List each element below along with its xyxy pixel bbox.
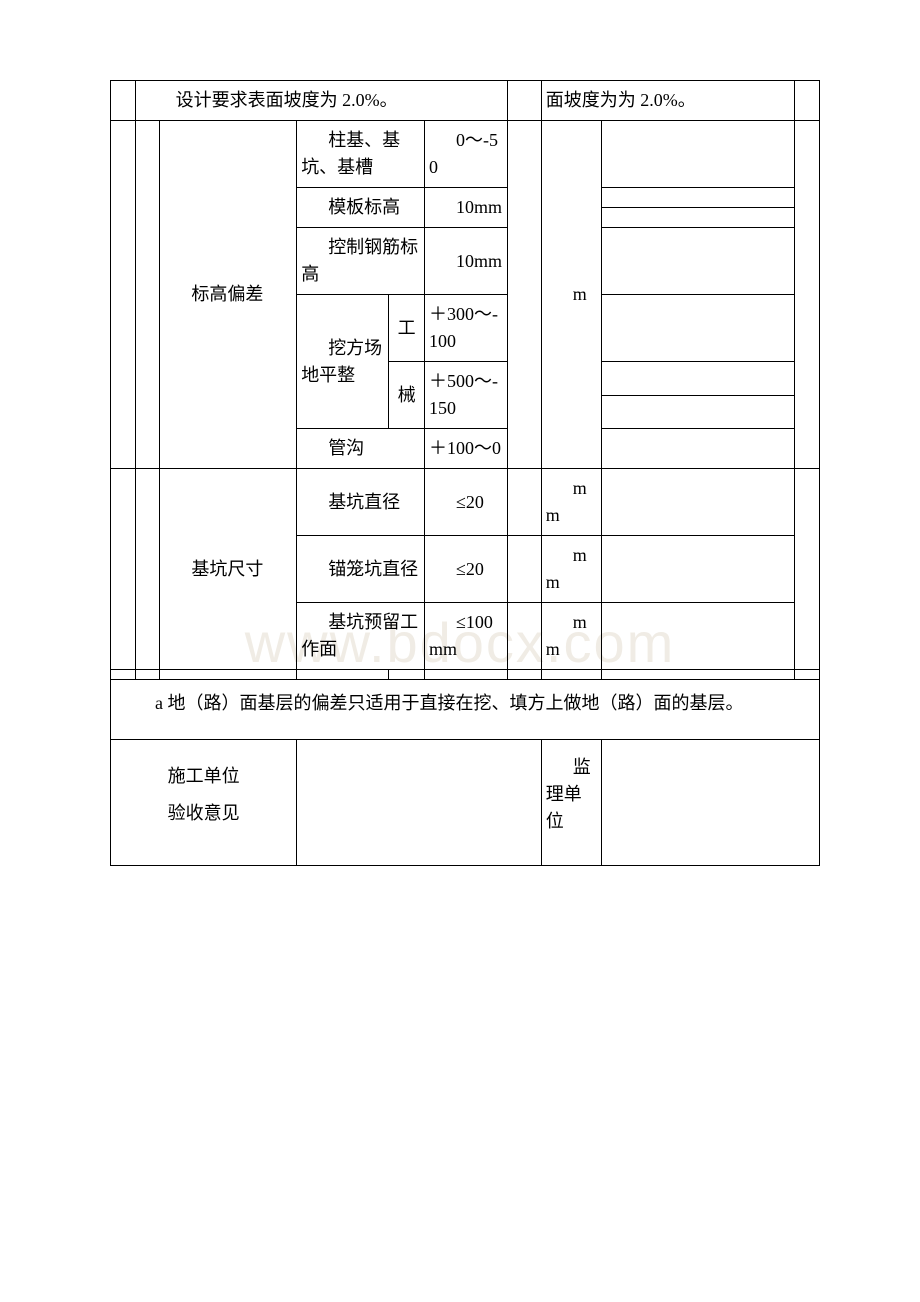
table-row-note: a 地（路）面基层的偏差只适用于直接在挖、填方上做地（路）面的基层。 bbox=[111, 680, 820, 740]
cell-empty bbox=[602, 228, 795, 295]
cell-unit-mm: mm bbox=[541, 603, 602, 670]
cell-empty bbox=[602, 670, 795, 680]
cell-r1-val: 0～-50 bbox=[425, 121, 508, 188]
cell-r3-val: 10mm bbox=[425, 228, 508, 295]
cell-empty bbox=[602, 536, 795, 603]
cell-empty bbox=[425, 670, 508, 680]
table-row-footer: 施工单位 验收意见 监理单位 bbox=[111, 740, 820, 866]
cell-r4b-val: ＋500～-150 bbox=[425, 362, 508, 429]
cell-section-pit: 基坑尺寸 bbox=[160, 469, 297, 670]
cell-empty bbox=[389, 670, 425, 680]
cell-r4-group: 挖方场地平整 bbox=[297, 295, 389, 429]
cell-slope-req-left: 设计要求表面坡度为 2.0%。 bbox=[135, 81, 507, 121]
cell-unit-mm: mm bbox=[541, 536, 602, 603]
cell-empty bbox=[111, 121, 136, 469]
cell-empty bbox=[135, 469, 160, 670]
cell-r2-val: 10mm bbox=[425, 188, 508, 228]
cell-empty bbox=[602, 188, 795, 208]
table-row: 标高偏差 柱基、基坑、基槽 0～-50 m bbox=[111, 121, 820, 188]
cell-empty bbox=[111, 81, 136, 121]
cell-empty bbox=[602, 603, 795, 670]
cell-footer-right-label: 监理单位 bbox=[541, 740, 602, 866]
cell-empty bbox=[297, 670, 389, 680]
document-page: 设计要求表面坡度为 2.0%。 面坡度为为 2.0%。 标高偏差 柱基、基坑、基… bbox=[0, 0, 920, 946]
table-row: 基坑尺寸 基坑直径 ≤20 mm bbox=[111, 469, 820, 536]
cell-r3-label: 控制钢筋标高 bbox=[297, 228, 425, 295]
cell-empty bbox=[160, 670, 297, 680]
cell-footer-mid bbox=[297, 740, 542, 866]
cell-slope-req-right: 面坡度为为 2.0%。 bbox=[541, 81, 795, 121]
cell-empty bbox=[795, 81, 820, 121]
cell-s2r2-label: 锚笼坑直径 bbox=[297, 536, 425, 603]
cell-empty bbox=[135, 121, 160, 469]
cell-empty bbox=[795, 469, 820, 670]
cell-s2r3-val: ≤100mm bbox=[425, 603, 508, 670]
cell-r2-label: 模板标高 bbox=[297, 188, 425, 228]
cell-empty bbox=[508, 121, 542, 469]
cell-empty bbox=[602, 395, 795, 429]
cell-r5-label: 管沟 bbox=[297, 429, 425, 469]
table-row: 设计要求表面坡度为 2.0%。 面坡度为为 2.0%。 bbox=[111, 81, 820, 121]
cell-footer-left: 施工单位 验收意见 bbox=[111, 740, 297, 866]
cell-empty bbox=[508, 469, 542, 536]
main-table: 设计要求表面坡度为 2.0%。 面坡度为为 2.0%。 标高偏差 柱基、基坑、基… bbox=[110, 80, 820, 866]
cell-empty bbox=[541, 670, 602, 680]
cell-s2r2-val: ≤20 bbox=[425, 536, 508, 603]
cell-empty bbox=[602, 295, 795, 362]
table-row-thin bbox=[111, 670, 820, 680]
cell-unit-m: m bbox=[541, 121, 602, 469]
cell-empty bbox=[111, 670, 136, 680]
cell-r5-val: ＋100～0 bbox=[425, 429, 508, 469]
cell-empty bbox=[602, 429, 795, 469]
cell-empty bbox=[111, 469, 136, 670]
cell-r4a-sub: 工 bbox=[389, 295, 425, 362]
cell-empty bbox=[602, 121, 795, 188]
cell-empty bbox=[602, 208, 795, 228]
cell-empty bbox=[508, 536, 542, 603]
cell-empty bbox=[508, 81, 542, 121]
cell-unit-mm: mm bbox=[541, 469, 602, 536]
cell-empty bbox=[795, 121, 820, 469]
cell-note: a 地（路）面基层的偏差只适用于直接在挖、填方上做地（路）面的基层。 bbox=[111, 680, 820, 740]
cell-empty bbox=[602, 362, 795, 396]
cell-empty bbox=[602, 469, 795, 536]
cell-footer-right-blank bbox=[602, 740, 820, 866]
cell-empty bbox=[508, 670, 542, 680]
cell-r1-label: 柱基、基坑、基槽 bbox=[297, 121, 425, 188]
cell-r4a-val: ＋300～-100 bbox=[425, 295, 508, 362]
cell-r4b-sub: 械 bbox=[389, 362, 425, 429]
cell-empty bbox=[135, 670, 160, 680]
cell-empty bbox=[508, 603, 542, 670]
cell-s2r1-label: 基坑直径 bbox=[297, 469, 425, 536]
cell-s2r1-val: ≤20 bbox=[425, 469, 508, 536]
footer-left-line1: 施工单位 bbox=[117, 763, 290, 790]
cell-empty bbox=[795, 670, 820, 680]
footer-left-line2: 验收意见 bbox=[117, 800, 290, 827]
cell-s2r3-label: 基坑预留工作面 bbox=[297, 603, 425, 670]
cell-section-elevation: 标高偏差 bbox=[160, 121, 297, 469]
